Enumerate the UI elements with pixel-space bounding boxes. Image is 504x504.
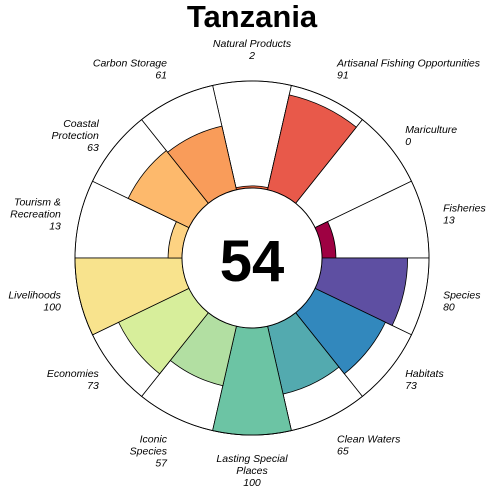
label-name-iconic-species: Iconic xyxy=(140,434,168,446)
label-name-tourism-and-recreation: Recreation xyxy=(10,208,61,220)
label-name-habitats: Habitats xyxy=(405,368,444,380)
label-name-natural-products: Natural Products xyxy=(213,38,292,50)
label-artisanal-fishing-opportunities: Artisanal Fishing Opportunities 91 xyxy=(336,57,481,81)
label-name-coastal-protection: Protection xyxy=(52,130,99,142)
label-value-mariculture: 0 xyxy=(405,136,411,148)
center-score: 54 xyxy=(220,229,285,294)
label-natural-products: Natural Products 2 xyxy=(213,38,292,62)
label-value-clean-waters: 65 xyxy=(337,446,349,458)
label-habitats: Habitats 73 xyxy=(405,368,444,392)
label-species: Species 80 xyxy=(443,290,481,314)
label-value-lasting-special-places: 100 xyxy=(243,477,261,489)
label-value-fisheries: 13 xyxy=(443,214,455,226)
label-name-artisanal-fishing-opportunities: Artisanal Fishing Opportunities xyxy=(336,57,481,69)
label-name-species: Species xyxy=(443,290,481,302)
label-name-carbon-storage: Carbon Storage xyxy=(93,57,167,69)
label-value-artisanal-fishing-opportunities: 91 xyxy=(337,69,349,81)
center-hole xyxy=(181,187,323,329)
label-mariculture: Mariculture 0 xyxy=(405,124,457,148)
label-lasting-special-places: Lasting Special Places 100 xyxy=(216,453,288,489)
label-value-habitats: 73 xyxy=(405,380,417,392)
label-name-coastal-protection: Coastal xyxy=(63,118,99,130)
label-name-mariculture: Mariculture xyxy=(405,124,457,136)
label-value-economies: 73 xyxy=(87,380,99,392)
label-name-fisheries: Fisheries xyxy=(443,202,486,214)
label-tourism-and-recreation: Tourism & Recreation 13 xyxy=(10,196,61,232)
label-carbon-storage: Carbon Storage 61 xyxy=(93,57,167,81)
chart-title: Tanzania xyxy=(187,0,318,34)
label-value-species: 80 xyxy=(443,302,455,314)
label-name-lasting-special-places: Places xyxy=(236,465,268,477)
label-name-lasting-special-places: Lasting Special xyxy=(216,453,288,465)
label-economies: Economies 73 xyxy=(47,368,100,392)
petals xyxy=(74,94,409,436)
label-value-carbon-storage: 61 xyxy=(155,69,167,81)
label-livelihoods: Livelihoods 100 xyxy=(8,290,61,314)
label-coastal-protection: Coastal Protection 63 xyxy=(52,118,100,154)
label-iconic-species: Iconic Species 57 xyxy=(130,434,169,470)
label-value-iconic-species: 57 xyxy=(155,458,168,470)
label-value-tourism-and-recreation: 13 xyxy=(49,220,61,232)
label-name-iconic-species: Species xyxy=(130,446,168,458)
outer-ring xyxy=(74,80,430,436)
goal-labels: Natural Products 2 Artisanal Fishing Oppor… xyxy=(8,38,486,489)
label-name-economies: Economies xyxy=(47,368,100,380)
label-fisheries: Fisheries 13 xyxy=(443,202,486,226)
label-name-livelihoods: Livelihoods xyxy=(8,290,61,302)
label-name-tourism-and-recreation: Tourism & xyxy=(14,196,61,208)
label-value-coastal-protection: 63 xyxy=(87,142,99,154)
label-name-clean-waters: Clean Waters xyxy=(337,434,401,446)
label-value-livelihoods: 100 xyxy=(43,302,61,314)
label-value-natural-products: 2 xyxy=(248,50,255,62)
label-clean-waters: Clean Waters 65 xyxy=(337,434,401,458)
